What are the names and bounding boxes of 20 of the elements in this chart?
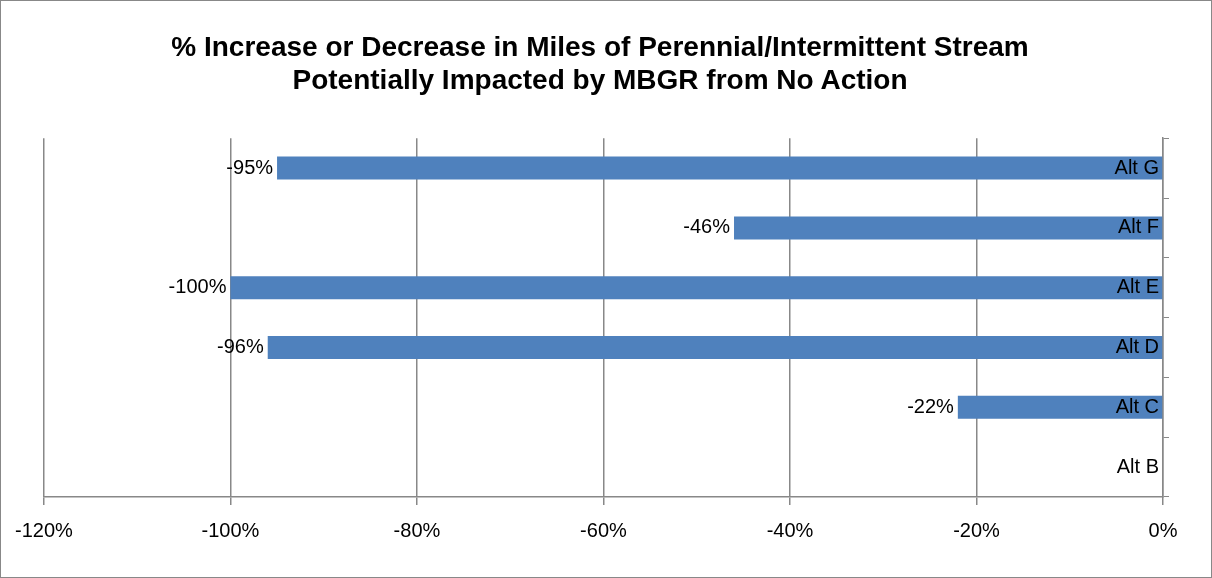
y-tick-label: Alt F	[1117, 215, 1159, 238]
y-tick-label: Alt B	[1116, 454, 1159, 477]
text: % Increase or Decrease in Miles of Perennial/Intermittent Stream	[171, 30, 1029, 62]
y-tick-label: Alt C	[1115, 394, 1159, 417]
text: Potentially Impacted by MBGR from No Action	[292, 64, 908, 96]
x-tick-label: 0%	[1148, 518, 1178, 541]
x-tick-label: -120%	[15, 518, 74, 541]
data-label: -95%	[226, 155, 274, 178]
y-tick-label: Alt E	[1116, 275, 1159, 298]
x-tick-label: -20%	[953, 518, 1001, 541]
data-label: -100%	[168, 275, 227, 298]
x-tick-label: -60%	[580, 518, 628, 541]
data-label: -96%	[217, 335, 264, 358]
data-label: -22%	[907, 394, 955, 417]
data-label: -46%	[683, 215, 731, 238]
x-tick-label: -100%	[201, 518, 260, 541]
x-tick-label: -80%	[393, 518, 441, 541]
x-tick-label: -40%	[766, 518, 814, 541]
y-tick-label: Alt D	[1115, 335, 1159, 358]
y-tick-label: Alt G	[1114, 155, 1159, 178]
